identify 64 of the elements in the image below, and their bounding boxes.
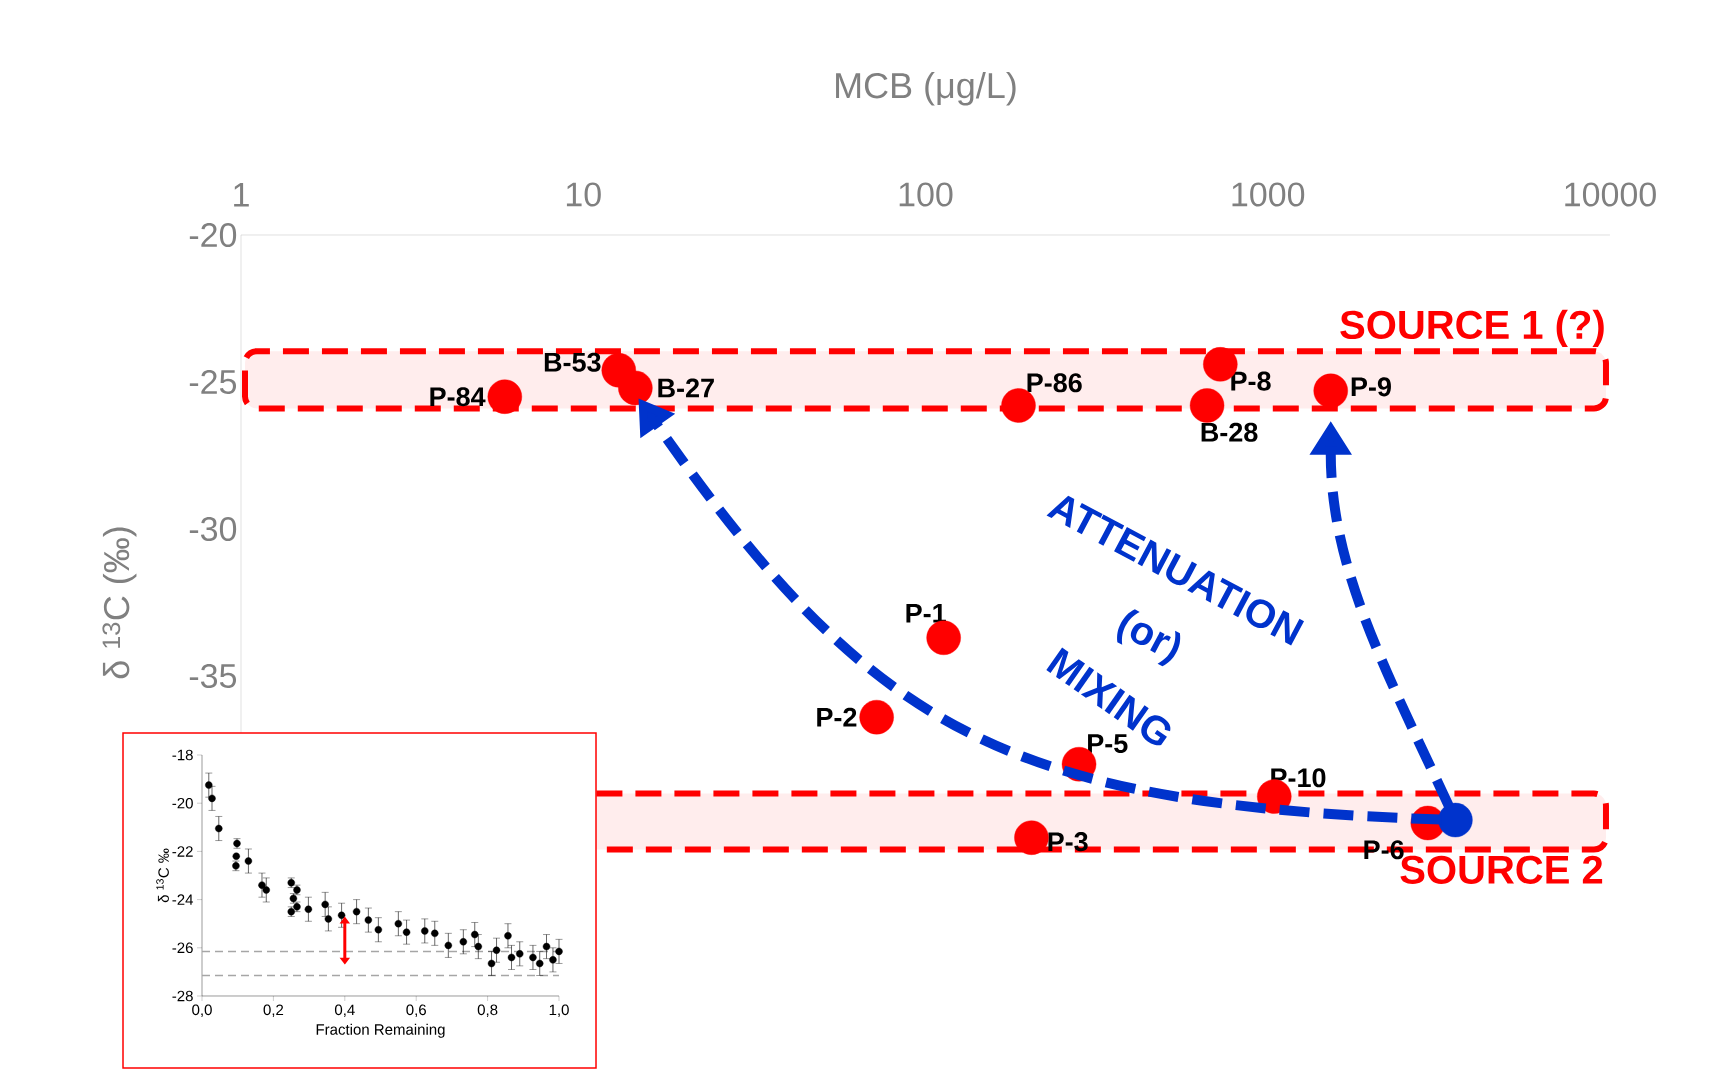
- point: [492, 946, 501, 954]
- point: [536, 959, 544, 968]
- point: [555, 947, 563, 956]
- y-tick-label: -18: [172, 749, 193, 761]
- point: [321, 900, 329, 909]
- point: [421, 927, 429, 935]
- x-axis-title: MCB (μg/L): [836, 71, 1016, 106]
- x-tick-label: 0,0: [192, 1004, 212, 1017]
- x-tick-label: 10: [566, 182, 601, 207]
- y-axis-title: δ $^{13}$C (‰): [102, 527, 137, 679]
- y-tick-label: -28: [172, 990, 193, 1002]
- y-axis-title: δ $^{13}$C ‰: [156, 848, 169, 903]
- point: [352, 907, 361, 916]
- annotation: P-1: [906, 603, 946, 623]
- point: [549, 956, 557, 964]
- point: [324, 915, 333, 923]
- annotation: P-84: [430, 387, 486, 407]
- x-tick-label: 1: [234, 183, 249, 207]
- x-tick-label: 10000: [1565, 182, 1656, 207]
- y-tick-label: -25: [189, 369, 237, 395]
- point: [487, 959, 496, 968]
- annotation: P-3: [1048, 832, 1088, 852]
- point: [444, 941, 453, 950]
- annotation: P-2: [817, 707, 857, 727]
- x-tick-label: 0,6: [406, 1004, 426, 1017]
- point: [304, 905, 313, 913]
- annotation: P-86: [1027, 373, 1082, 393]
- x-tick-label: 1,0: [549, 1004, 569, 1017]
- point: [337, 911, 346, 919]
- point: [507, 953, 516, 962]
- annotation: P-9: [1351, 377, 1391, 397]
- annotation: P-8: [1231, 371, 1271, 391]
- annotation: B-53: [544, 352, 601, 372]
- point: [542, 942, 551, 951]
- annotation: B-27: [658, 378, 714, 398]
- point: [516, 950, 524, 958]
- y-tick-label: -22: [172, 846, 193, 857]
- y-tick-label: -35: [189, 663, 237, 689]
- x-axis-title: Fraction Remaining: [316, 1023, 445, 1038]
- y-tick-label: -20: [189, 222, 237, 248]
- point: [244, 857, 253, 865]
- y-tick-label: -26: [172, 942, 193, 954]
- x-tick-label: 0,2: [263, 1004, 284, 1017]
- x-tick-label: 0,8: [477, 1004, 498, 1017]
- point: [364, 916, 373, 924]
- annotation: B-28: [1201, 422, 1258, 442]
- point: [529, 953, 537, 962]
- point: [258, 881, 266, 889]
- point: [215, 824, 223, 833]
- point: [402, 928, 411, 936]
- y-tick-label: -30: [189, 516, 237, 542]
- point: [262, 886, 270, 894]
- x-tick-label: 1000: [1232, 182, 1305, 207]
- x-tick-label: 100: [899, 182, 953, 207]
- y-tick-label: -20: [172, 797, 193, 809]
- point: [394, 920, 403, 928]
- point: [504, 932, 512, 940]
- point: [431, 929, 439, 938]
- point: [232, 852, 240, 860]
- x-tick-label: 0,4: [334, 1004, 355, 1017]
- point: [459, 938, 468, 946]
- band-label: SOURCE 1 (?): [1340, 309, 1604, 347]
- y-tick-label: -24: [172, 894, 194, 905]
- point: [374, 926, 383, 934]
